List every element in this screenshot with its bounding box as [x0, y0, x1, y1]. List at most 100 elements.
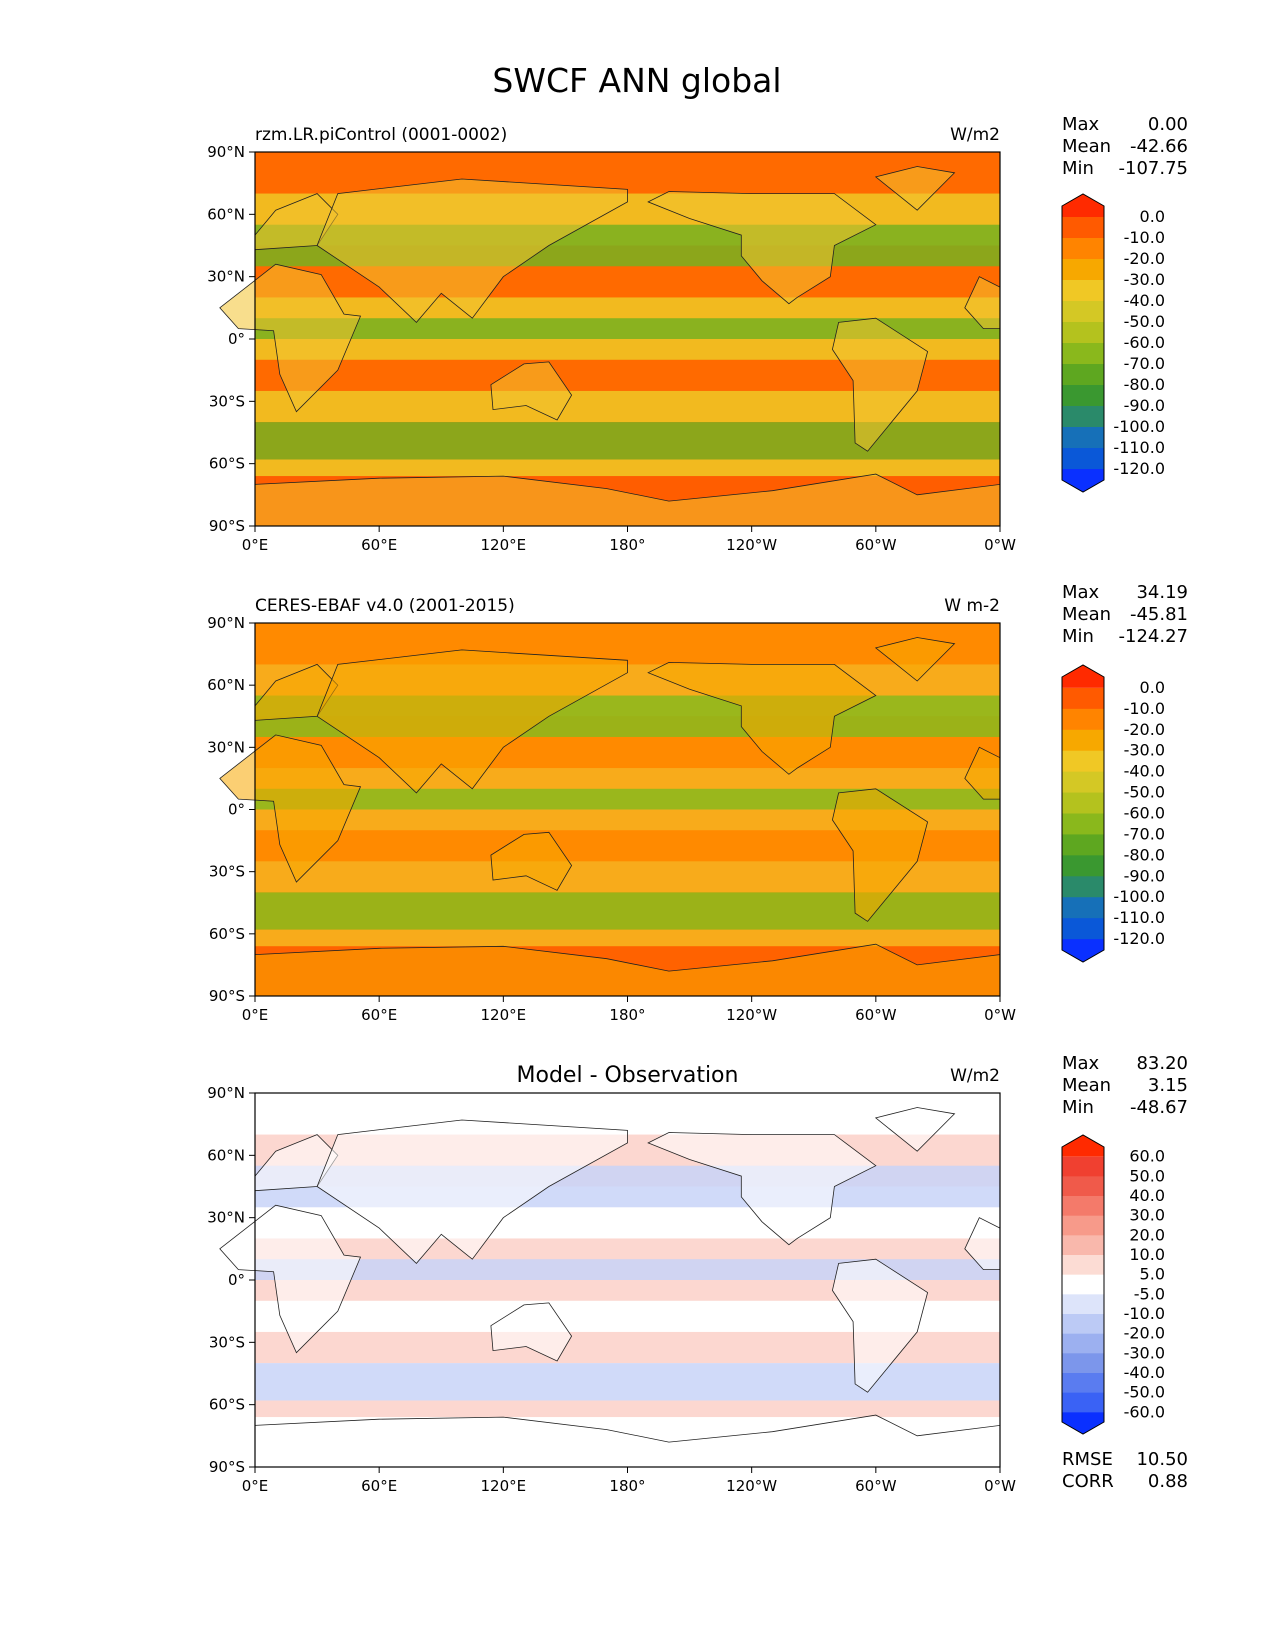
colorbar-label: -120.0: [1113, 929, 1165, 948]
colorbar-label: -10.0: [1124, 228, 1165, 247]
panel-model: rzm.LR.piControl (0001-0002) W/m2 0°E 60°E 1…: [207, 114, 1188, 554]
stat-value: 3.15: [1148, 1075, 1188, 1096]
colorbar-swatch: [1062, 792, 1104, 814]
land-south-america: [831, 788, 929, 922]
colorbar-outline: [1061, 664, 1105, 963]
colorbar-swatch: [1062, 364, 1104, 386]
y-tick-label: 30°S: [209, 392, 245, 410]
extra-stat-value: 10.50: [1136, 1449, 1188, 1470]
panel-title-left: rzm.LR.piControl (0001-0002): [255, 125, 507, 145]
y-tick-label: 60°N: [207, 1146, 245, 1164]
colorbar-swatch: [1062, 343, 1104, 365]
land-australia: [490, 1302, 573, 1362]
x-tick-label: 0°E: [242, 1477, 269, 1495]
colorbar-outline: [1061, 1134, 1105, 1435]
map-band: [255, 929, 1000, 947]
colorbar-swatch: [1062, 897, 1104, 919]
colorbar-label: -50.0: [1124, 783, 1165, 802]
panel-title-left: CERES-EBAF v4.0 (2001-2015): [255, 596, 515, 616]
y-tick-label: 60°S: [209, 1396, 245, 1414]
colorbar-label: -70.0: [1124, 824, 1165, 843]
colorbar-swatch: [1062, 876, 1104, 898]
colorbar-label: -20.0: [1124, 720, 1165, 739]
y-tick-label: 0°: [228, 1271, 245, 1289]
x-tick-label: 0°W: [984, 1006, 1016, 1024]
colorbar-label: 40.0: [1129, 1186, 1165, 1205]
colorbar-swatch: [1062, 1156, 1104, 1177]
colorbar-swatch: [1062, 1135, 1104, 1157]
colorbar-swatch: [1062, 1255, 1104, 1276]
colorbar-swatch: [1062, 194, 1104, 217]
colorbar-swatch: [1062, 406, 1104, 428]
y-tick-label: 30°N: [207, 1209, 245, 1227]
y-tick-label: 90°S: [209, 987, 245, 1005]
x-tick-label: 120°W: [726, 536, 777, 554]
stat-label: Max: [1062, 114, 1100, 135]
y-tick-label: 30°S: [209, 1333, 245, 1351]
colorbar-label: 0.0: [1140, 207, 1165, 226]
extra-stat-label: RMSE: [1062, 1449, 1113, 1470]
stat-label: Max: [1062, 582, 1100, 603]
colorbar-swatch: [1062, 322, 1104, 344]
stat-value: 0.00: [1148, 114, 1188, 135]
colorbar: 0.0 -10.0 -20.0 -30.0 -40.0 -50.0 -60.0-70.0 -8…: [1061, 664, 1165, 963]
stat-label: Min: [1062, 626, 1094, 647]
stat-label: Min: [1062, 158, 1094, 179]
colorbar-label: 20.0: [1129, 1225, 1165, 1244]
colorbar-label: -80.0: [1124, 845, 1165, 864]
colorbar-swatch: [1062, 1176, 1104, 1197]
y-tick-label: 0°: [228, 330, 245, 348]
panel-observation: CERES-EBAF v4.0 (2001-2015) W m-2 0°E 60°E 1…: [207, 582, 1188, 1024]
land-greenland: [874, 166, 956, 211]
x-tick-label: 180°: [609, 1477, 645, 1495]
stat-label: Mean: [1062, 1075, 1111, 1096]
colorbar-swatch: [1062, 1274, 1104, 1295]
colorbar-swatch: [1062, 1314, 1104, 1335]
colorbar-swatch: [1062, 1392, 1104, 1413]
stat-value: -48.67: [1130, 1097, 1188, 1118]
colorbar-label: -120.0: [1113, 459, 1165, 478]
colorbar-label: -10.0: [1124, 699, 1165, 718]
colorbar-label: -20.0: [1124, 1324, 1165, 1343]
x-tick-label: 60°E: [361, 1477, 397, 1495]
colorbar-label: -90.0: [1124, 396, 1165, 415]
map-band: [255, 788, 1000, 810]
colorbar-swatch: [1062, 729, 1104, 752]
land-greenland: [874, 1107, 956, 1152]
stat-value: -107.75: [1119, 158, 1188, 179]
colorbar-swatch: [1062, 1412, 1104, 1434]
stat-value: -124.27: [1119, 626, 1188, 647]
land-asia: [316, 1119, 628, 1264]
colorbar-swatch: [1062, 687, 1104, 710]
y-tick-label: 30°N: [207, 268, 245, 286]
y-tick-label: 90°N: [207, 614, 245, 632]
x-tick-label: 180°: [609, 536, 645, 554]
colorbar-label: -30.0: [1124, 741, 1165, 760]
colorbar-label: -80.0: [1124, 375, 1165, 394]
x-tick-label: 60°W: [855, 536, 897, 554]
land-greenland: [874, 637, 956, 682]
x-tick-label: 0°E: [242, 536, 269, 554]
colorbar-label: -60.0: [1124, 1402, 1165, 1421]
y-tick-label: 0°: [228, 801, 245, 819]
panel-difference: Model - Observation W/m2 0°E 60°E 120°E 180° 1…: [207, 1053, 1188, 1495]
extra-stat-value: 0.88: [1148, 1471, 1188, 1492]
colorbar-label: -50.0: [1124, 1383, 1165, 1402]
colorbar-swatch: [1062, 1196, 1104, 1217]
colorbar-label: 0.0: [1140, 678, 1165, 697]
colorbar-swatch: [1062, 427, 1104, 449]
colorbar-label: -40.0: [1124, 1363, 1165, 1382]
panel-title-center: Model - Observation: [517, 1063, 739, 1088]
colorbar-swatch: [1062, 280, 1104, 302]
colorbar-label: -30.0: [1124, 1343, 1165, 1362]
colorbar-label: -5.0: [1134, 1284, 1165, 1303]
map-band: [255, 1259, 1000, 1280]
stat-value: -45.81: [1130, 604, 1188, 625]
stat-label: Max: [1062, 1053, 1100, 1074]
y-tick-label: 90°S: [209, 517, 245, 535]
figure-title: SWCF ANN global: [492, 61, 781, 100]
x-tick-label: 60°E: [361, 1006, 397, 1024]
colorbar-swatch: [1062, 771, 1104, 794]
extra-stat-label: CORR: [1062, 1471, 1114, 1492]
y-tick-label: 90°N: [207, 143, 245, 161]
